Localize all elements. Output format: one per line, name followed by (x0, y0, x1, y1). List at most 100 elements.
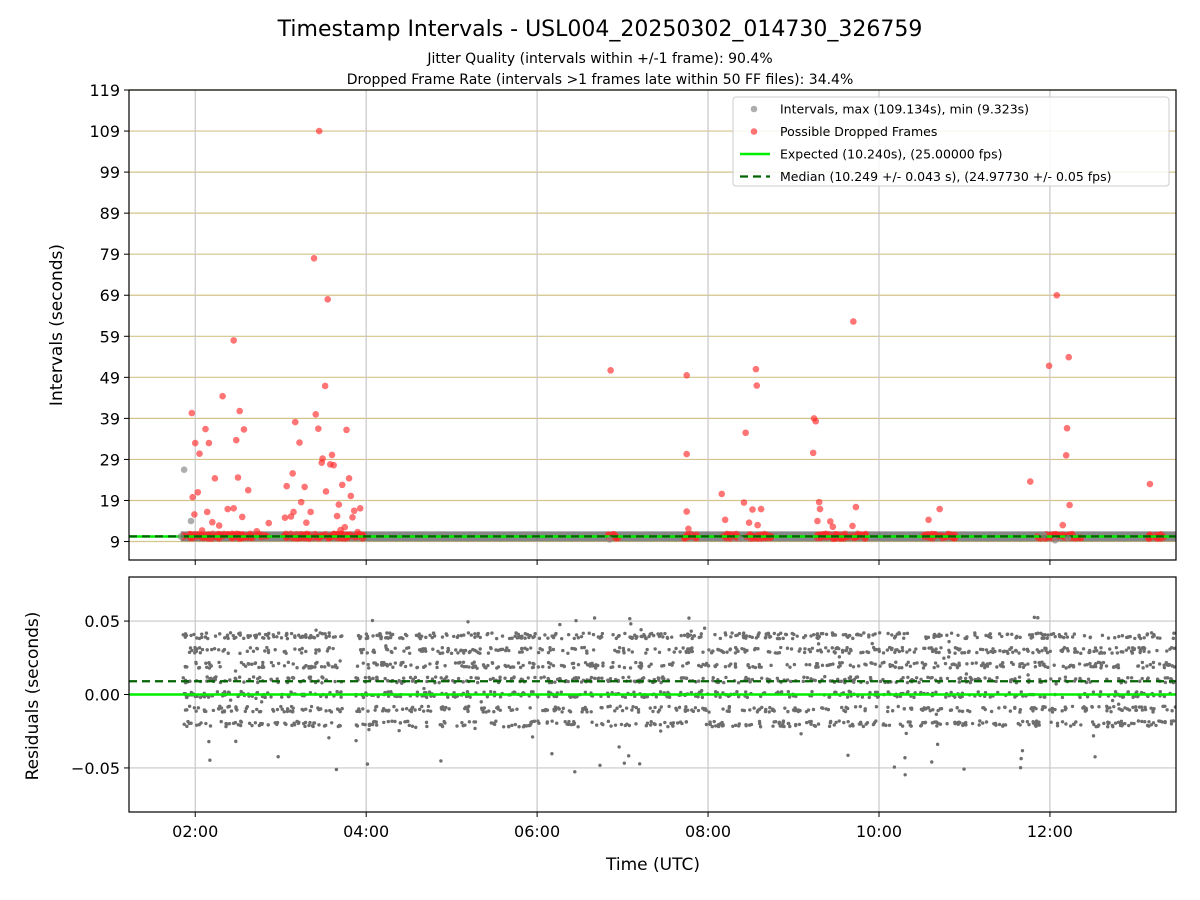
residual-point (476, 631, 480, 636)
legend-label-median: Median (10.249 +/- 0.043 s), (24.97730 +… (780, 169, 1111, 184)
residual-point (498, 708, 503, 712)
residual-point (731, 724, 735, 728)
residual-point (697, 679, 701, 683)
residual-point (845, 706, 850, 711)
residual-point (1092, 649, 1096, 654)
residual-point (1040, 649, 1044, 653)
residual-point (804, 720, 809, 725)
residual-point (327, 634, 332, 638)
residual-point (617, 633, 621, 638)
residual-point (533, 632, 537, 636)
residual-point (1104, 664, 1109, 668)
residual-point (452, 634, 456, 639)
residual-point (772, 631, 777, 636)
residual-point (503, 676, 507, 680)
residual-point (273, 648, 277, 652)
residual-point (335, 689, 339, 694)
residual-point (188, 679, 192, 683)
residual-point (373, 708, 377, 712)
residual-point (737, 631, 742, 636)
residual-point (588, 664, 592, 668)
residual-point (1127, 723, 1131, 728)
residual-point (649, 662, 653, 666)
residual-point (897, 666, 901, 670)
residual-point (1011, 650, 1015, 654)
residual-point (404, 706, 409, 711)
bottom-xtick-label: 08:00 (685, 822, 731, 841)
residual-point (513, 722, 518, 727)
residual-point (926, 706, 930, 710)
residual-point (1171, 719, 1176, 723)
residual-point (1013, 695, 1017, 699)
residual-point (975, 650, 979, 655)
residual-point (428, 662, 432, 666)
residual-point (1031, 651, 1035, 655)
residual-point (774, 719, 778, 724)
residual-point (944, 695, 948, 699)
interval-point (1051, 536, 1059, 544)
residual-point (632, 690, 636, 694)
residual-point (537, 721, 541, 726)
residual-point (848, 724, 852, 728)
residual-point (314, 648, 318, 652)
residual-point (846, 753, 850, 757)
residual-point (1162, 663, 1166, 667)
residual-point (745, 695, 750, 700)
residual-point (284, 633, 288, 638)
residual-point (647, 664, 651, 669)
residual-point (810, 689, 814, 694)
dropped-frame-point (307, 508, 314, 516)
residual-point (333, 663, 338, 667)
residual-point (1145, 677, 1150, 681)
residual-point (484, 710, 488, 714)
residual-point (271, 709, 276, 713)
residual-point (414, 633, 419, 638)
residual-point (1033, 665, 1038, 669)
residual-point (900, 648, 905, 653)
residual-point (1018, 766, 1023, 770)
dropped-frame-point (236, 407, 243, 415)
dropped-frame-point (721, 516, 729, 524)
residual-point (622, 761, 627, 765)
residual-point (1072, 632, 1077, 636)
residual-point (501, 725, 506, 729)
residual-point (895, 648, 899, 652)
residual-point (413, 675, 418, 680)
residual-point (709, 651, 714, 655)
residual-point (1148, 662, 1153, 667)
residual-point (538, 647, 542, 651)
dropped-frame-point (330, 461, 337, 469)
dropped-frame-point (1065, 353, 1073, 361)
residual-point (815, 636, 819, 640)
residual-point (905, 631, 910, 636)
residual-point (830, 646, 834, 650)
residual-point (236, 723, 241, 727)
residual-point (366, 662, 370, 667)
residual-point (358, 648, 363, 652)
residual-point (1142, 636, 1146, 640)
residual-point (514, 631, 518, 635)
residual-point (1120, 708, 1124, 713)
residual-point (1140, 708, 1145, 712)
residual-point (804, 662, 808, 667)
residual-point (386, 719, 390, 724)
residual-point (628, 666, 633, 670)
residual-point (427, 690, 432, 694)
residual-point (1068, 724, 1073, 728)
residual-point (523, 632, 528, 636)
residual-point (968, 680, 972, 685)
residual-point (1026, 662, 1030, 666)
residual-point (520, 646, 524, 651)
residual-point (665, 694, 669, 699)
residual-point (1017, 675, 1022, 679)
residual-point (561, 648, 565, 653)
residual-point (810, 646, 815, 650)
residual-point (621, 646, 626, 651)
residual-point (393, 719, 397, 724)
residual-point (583, 690, 588, 695)
residual-point (1155, 648, 1159, 653)
dropped-frame-point (230, 337, 237, 344)
residual-point (906, 675, 910, 680)
residual-point (677, 705, 682, 710)
bottom-xtick-label: 04:00 (343, 822, 389, 841)
